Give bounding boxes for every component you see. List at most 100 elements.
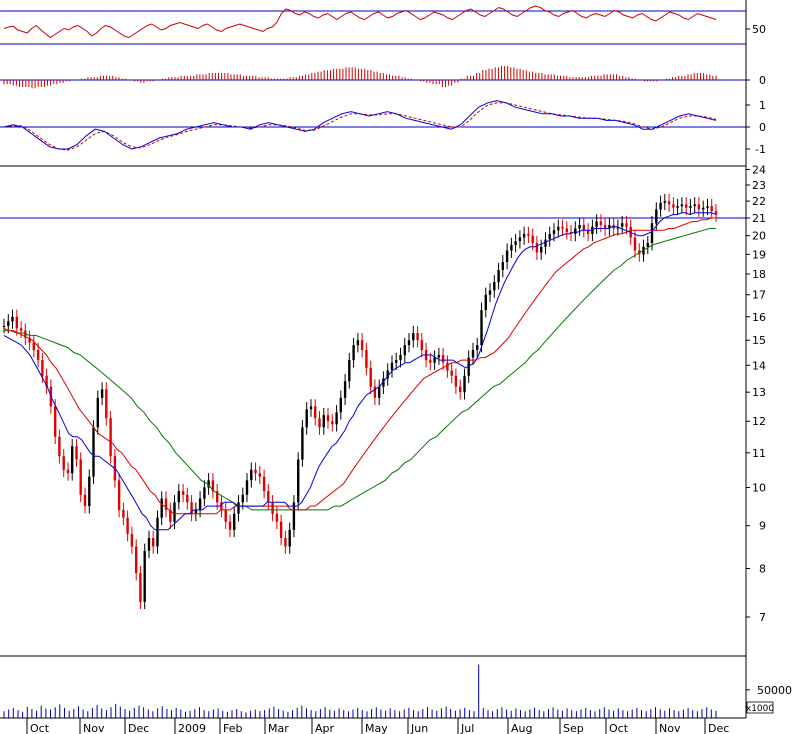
tick-label: 50000 [757, 684, 792, 697]
tick-label: 21 [752, 212, 766, 225]
tick-label: 1 [759, 99, 766, 112]
candle-body [143, 550, 146, 602]
candle-body [11, 316, 14, 322]
candle-body [476, 345, 479, 350]
moving-average-mid [3, 217, 716, 515]
candle-body [194, 509, 198, 514]
candle-body [32, 342, 35, 350]
month-label: Oct [30, 722, 50, 734]
right-axis: 50010-1789101112131415161718192021222324… [0, 0, 792, 719]
candle-body [211, 480, 215, 492]
price-panel [0, 193, 746, 610]
candle-body [314, 406, 317, 419]
candle-body [96, 397, 99, 428]
candle-body [595, 221, 598, 227]
month-label: Sep [563, 722, 584, 734]
candle-body [275, 513, 279, 522]
candle-body [514, 241, 517, 245]
candle-body [152, 538, 155, 547]
candle-body [160, 498, 163, 518]
candle-body [497, 270, 500, 283]
tick-label: 10 [752, 481, 766, 494]
candle-body [518, 237, 522, 242]
candle-body [75, 446, 78, 460]
candle-body [395, 360, 398, 363]
candle-body [305, 409, 308, 428]
candle-body [591, 226, 594, 234]
candle-body [288, 529, 291, 547]
candle-body [467, 357, 470, 376]
month-label: Apr [315, 722, 335, 734]
candle-body [83, 494, 87, 507]
oscillator-mid-panel [0, 100, 746, 151]
candle-body [386, 370, 389, 379]
tick-label: 9 [759, 520, 766, 533]
candle-body [689, 206, 692, 208]
candle-body [522, 233, 526, 238]
candle-body [207, 480, 210, 488]
candle-body [339, 397, 342, 413]
candle-body [54, 406, 57, 437]
candle-body [360, 340, 364, 350]
candle-body [437, 355, 441, 358]
candle-body [706, 206, 709, 208]
month-label: Aug [511, 722, 532, 734]
candle-body [186, 494, 189, 503]
volume-panel [3, 664, 717, 718]
candle-body [105, 389, 108, 419]
candle-body [535, 243, 539, 253]
candle-body [135, 546, 138, 574]
candle-body [28, 337, 31, 343]
moving-average-long [4, 228, 716, 511]
candle-body [62, 456, 65, 470]
candle-body [36, 350, 40, 361]
candle-body [356, 340, 360, 346]
candle-body [224, 509, 227, 522]
candle-body [343, 381, 347, 398]
candle-body [463, 375, 466, 393]
month-label: Oct [609, 722, 629, 734]
candle-body [693, 204, 696, 207]
candle-body [714, 211, 718, 215]
candle-body [177, 491, 180, 503]
candle-body [544, 239, 547, 247]
candle-body [697, 204, 701, 210]
candle-body [680, 204, 684, 207]
candle-body [130, 533, 134, 547]
candle-body [156, 517, 159, 547]
tick-label: 12 [752, 415, 766, 428]
candle-body [655, 209, 658, 224]
moving-average-short [3, 212, 717, 531]
candle-body [100, 389, 104, 398]
candle-body [309, 406, 313, 410]
candle-body [459, 386, 462, 393]
candle-body [552, 230, 556, 234]
candle-body [420, 340, 423, 350]
oscillator-top-line [3, 5, 717, 39]
candle-body [480, 310, 483, 346]
candle-body [390, 362, 394, 371]
candle-body [608, 225, 611, 229]
candle-body [198, 498, 202, 510]
candle-body [369, 367, 372, 387]
candle-body [531, 235, 534, 243]
candle-body [164, 498, 168, 510]
candle-body [578, 225, 581, 229]
candle-body [45, 375, 48, 387]
candle-body [228, 521, 232, 530]
candle-body [279, 521, 283, 538]
candle-body [416, 333, 419, 341]
candle-body [488, 290, 492, 295]
candle-body [399, 355, 402, 361]
oscillator-mid-line [3, 100, 717, 150]
candle-body [441, 355, 445, 363]
candle-body [41, 360, 44, 376]
candle-body [297, 459, 300, 503]
candle-body [271, 502, 274, 514]
candle-body [19, 328, 23, 331]
tick-label: 18 [752, 268, 766, 281]
tick-label: 20 [752, 230, 766, 243]
candle-body [586, 230, 590, 234]
candle-body [501, 262, 504, 270]
month-label: Dec [128, 722, 149, 734]
